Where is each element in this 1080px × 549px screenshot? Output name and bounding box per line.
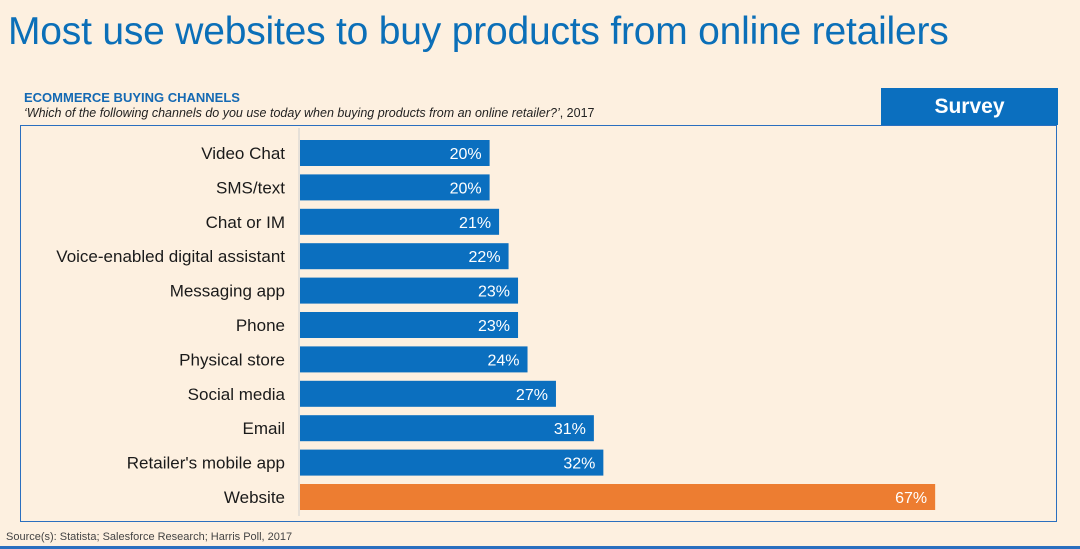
source-note: Source(s): Statista; Salesforce Research… [6,531,293,543]
category-label: Voice-enabled digital assistant [56,247,285,266]
value-label: 31% [554,421,586,438]
question-year: , 2017 [559,106,595,120]
category-label: Physical store [179,350,285,369]
value-label: 22% [469,249,501,266]
bar-physical-store [300,346,528,373]
category-label: Retailer's mobile app [127,454,285,473]
chart-panel [20,125,1057,522]
bar-phone [300,312,519,338]
value-label: 27% [516,387,548,404]
value-label: 20% [450,146,482,163]
value-label: 21% [459,215,491,232]
survey-badge: Survey [881,88,1058,125]
survey-question: ‘Which of the following channels do you … [24,106,595,120]
question-text: ‘Which of the following channels do you … [24,106,560,120]
value-label: 32% [563,456,595,473]
bottom-rule [0,546,1080,549]
bar-video-chat [300,140,490,166]
category-label: Chat or IM [206,213,285,232]
bar-website [300,484,936,510]
bar-sms-text [300,174,490,201]
bar-social-media [300,380,556,407]
bar-voice-enabled-digital-assistant [300,243,509,270]
value-label: 67% [895,490,927,507]
bar-messaging-app [300,277,519,304]
category-label: Messaging app [170,282,285,301]
bar-retailer-s-mobile-app [300,449,604,476]
category-label: Video Chat [201,144,285,163]
value-label: 23% [478,284,510,301]
category-label: Email [242,419,285,438]
category-label: Website [224,488,285,507]
bar-email [300,415,594,442]
chart-title: ECOMMERCE BUYING CHANNELS [24,90,240,105]
value-label: 24% [487,352,519,369]
value-label: 23% [478,318,510,335]
bar-chat-or-im [300,208,500,235]
category-label: SMS/text [216,178,285,197]
value-label: 20% [450,180,482,197]
category-label: Social media [188,385,286,404]
category-label: Phone [236,316,285,335]
page-title: Most use websites to buy products from o… [8,10,949,53]
